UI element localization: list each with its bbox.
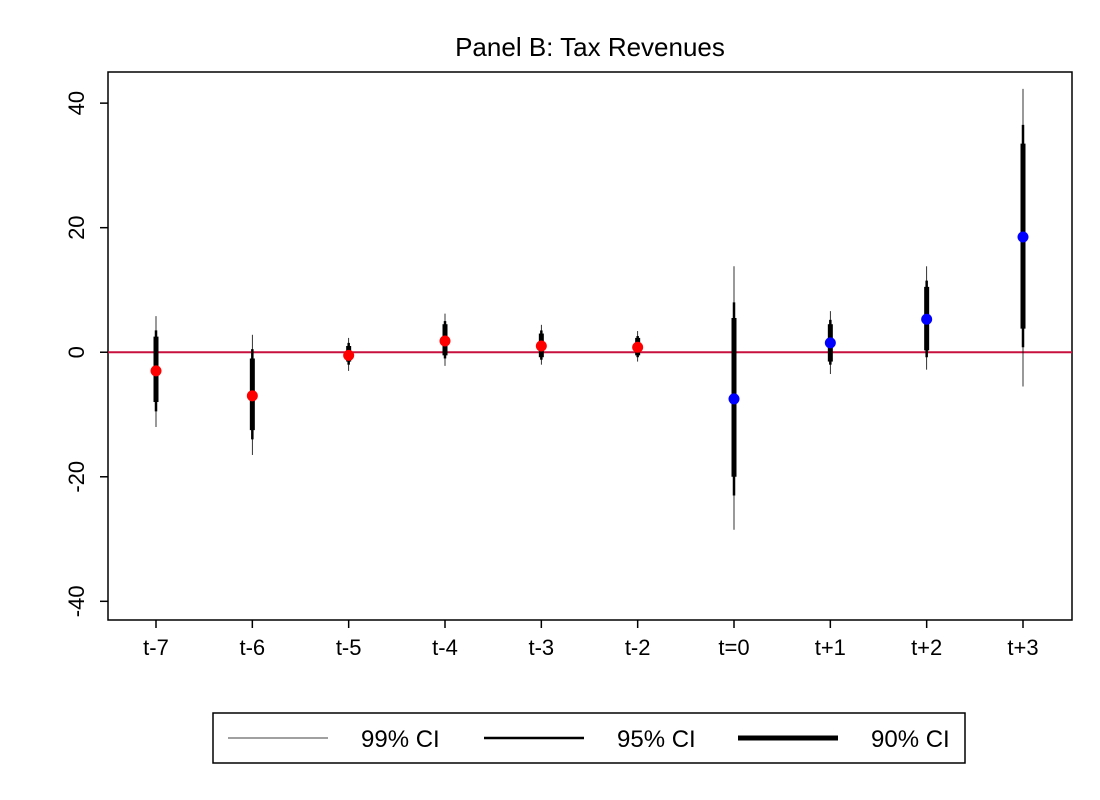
point-estimate xyxy=(728,393,740,405)
point-estimates xyxy=(150,231,1029,405)
x-tick-label: t+3 xyxy=(1007,635,1038,660)
x-tick-label: t-6 xyxy=(239,635,265,660)
point-estimate xyxy=(535,340,547,352)
legend-label: 99% CI xyxy=(361,726,440,753)
point-estimate xyxy=(824,337,836,349)
y-tick-label: 0 xyxy=(64,346,89,358)
point-estimate xyxy=(921,313,933,325)
y-tick-label: -20 xyxy=(64,461,89,493)
y-axis: -40 -20 0 20 40 xyxy=(64,91,108,617)
x-tick-label: t+2 xyxy=(911,635,942,660)
y-tick-label: -40 xyxy=(64,585,89,617)
point-estimate xyxy=(246,390,258,402)
legend-label: 95% CI xyxy=(617,726,696,753)
legend: 99% CI 95% CI 90% CI xyxy=(212,712,966,764)
point-estimate xyxy=(1017,231,1029,243)
plot-frame xyxy=(107,71,1073,621)
point-estimate xyxy=(632,341,644,353)
point-estimate xyxy=(150,365,162,377)
chart-title: Panel B: Tax Revenues xyxy=(455,32,725,62)
x-tick-label: t-5 xyxy=(336,635,362,660)
y-tick-label: 40 xyxy=(64,91,89,115)
x-axis: t-7 t-6 t-5 t-4 t-3 t-2 t=0 t+1 t+2 t+3 xyxy=(143,620,1039,660)
x-tick-label: t-2 xyxy=(625,635,651,660)
x-tick-label: t-7 xyxy=(143,635,169,660)
point-estimate xyxy=(343,349,355,361)
legend-label: 90% CI xyxy=(871,726,950,753)
point-estimate xyxy=(439,335,451,347)
confidence-intervals xyxy=(153,88,1026,530)
x-tick-label: t-3 xyxy=(528,635,554,660)
x-tick-label: t=0 xyxy=(718,635,749,660)
x-tick-label: t-4 xyxy=(432,635,458,660)
legend-box xyxy=(212,712,966,764)
x-tick-label: t+1 xyxy=(815,635,846,660)
y-tick-label: 20 xyxy=(64,215,89,239)
